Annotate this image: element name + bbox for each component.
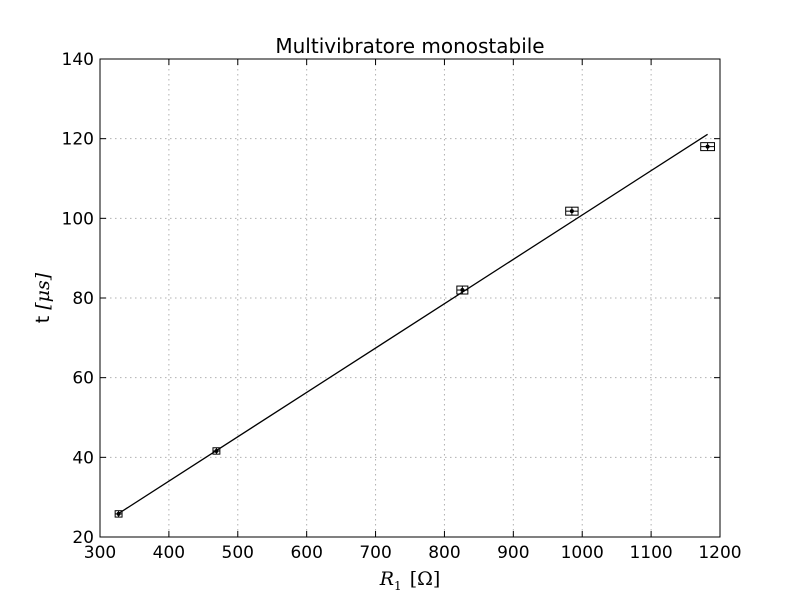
data-point <box>700 142 715 152</box>
points-layer <box>114 142 715 518</box>
x-tick-label: 900 <box>497 543 529 563</box>
y-tick-label: 80 <box>72 289 94 309</box>
y-axis-label: t [μs] <box>32 272 54 323</box>
x-axis-label-sub: 1 <box>394 579 402 593</box>
data-point <box>565 206 579 216</box>
y-axis-label-prefix: t <box>32 316 54 323</box>
x-tick-label: 600 <box>290 543 322 563</box>
ticks-layer <box>99 58 721 538</box>
y-tick-label: 40 <box>72 448 94 468</box>
x-tick-label: 1000 <box>561 543 604 563</box>
point-marker <box>705 144 710 149</box>
x-axis-label-main: R <box>379 568 394 590</box>
data-point <box>456 285 469 295</box>
x-tick-label: 500 <box>222 543 254 563</box>
y-tick-label: 140 <box>62 50 94 70</box>
x-tick-label: 300 <box>84 543 116 563</box>
y-tick-label: 60 <box>72 369 94 389</box>
x-axis-label-unit: [Ω] <box>410 568 441 590</box>
fit-line <box>118 133 708 515</box>
x-axis-label: R1 [Ω] <box>379 568 441 593</box>
x-tick-label: 1100 <box>629 543 672 563</box>
point-marker <box>214 448 219 453</box>
y-tick-label: 120 <box>62 130 94 150</box>
fit-layer <box>118 133 708 515</box>
point-marker <box>460 288 465 293</box>
y-tick-label: 100 <box>62 209 94 229</box>
data-point <box>114 510 123 518</box>
data-point <box>212 447 221 455</box>
y-axis-label-unit: [μs] <box>32 272 54 310</box>
x-tick-label: 700 <box>359 543 391 563</box>
x-tick-label: 400 <box>153 543 185 563</box>
tick-labels-layer: 300 400 500 600 700 800 900 1000 1100 1200 20 40 60 8… <box>62 50 742 563</box>
chart-title: Multivibratore monostabile <box>275 34 544 58</box>
y-tick-label: 20 <box>72 528 94 548</box>
x-tick-label: 800 <box>428 543 460 563</box>
x-tick-label: 1200 <box>698 543 741 563</box>
point-marker <box>569 209 574 214</box>
point-marker <box>116 511 121 516</box>
